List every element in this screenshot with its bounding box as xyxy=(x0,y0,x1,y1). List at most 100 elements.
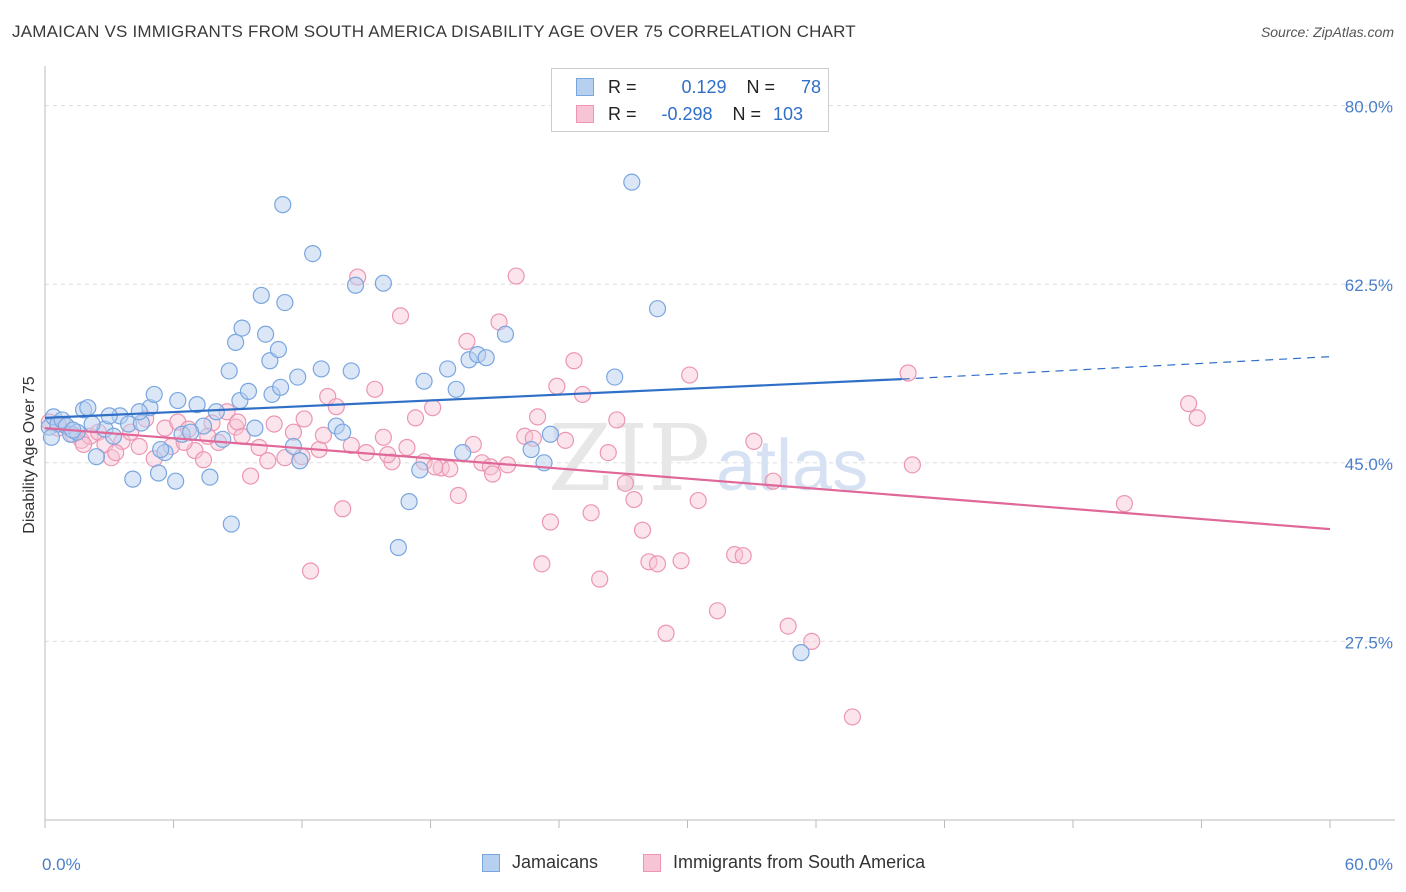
south-america-point xyxy=(779,617,797,635)
jamaicans-point xyxy=(152,440,170,459)
legend-label: Jamaicans xyxy=(512,852,599,872)
jamaicans-point xyxy=(42,428,61,446)
south-america-point xyxy=(681,366,699,384)
south-america-point xyxy=(449,486,467,505)
chart-title: JAMAICAN VS IMMIGRANTS FROM SOUTH AMERIC… xyxy=(12,22,856,41)
y-tick-label: 62.5% xyxy=(1345,276,1393,295)
south-america-point xyxy=(301,562,320,580)
jamaicans-point xyxy=(623,173,641,191)
south-america-point xyxy=(657,624,675,642)
jamaicans-point xyxy=(188,396,206,414)
south-america-point xyxy=(284,423,303,441)
watermark-zip: ZIP xyxy=(548,405,710,512)
south-america-point xyxy=(130,437,148,456)
south-america-point xyxy=(608,411,626,429)
jamaicans-point xyxy=(274,196,292,214)
jamaicans-point xyxy=(522,440,540,459)
stats-row-jamaicans: R = 0.129 N = 78 xyxy=(576,75,821,99)
jamaicans-point xyxy=(289,368,307,386)
jamaicans-point xyxy=(207,403,225,421)
south-america-swatch xyxy=(643,853,661,872)
jamaicans-point xyxy=(252,286,270,305)
south-america-point xyxy=(591,570,609,588)
y-tick-label: 45.0% xyxy=(1345,455,1393,474)
south-america-point xyxy=(803,632,821,651)
south-america-point xyxy=(708,602,727,620)
y-axis-label: Disability Age Over 75 xyxy=(21,376,38,534)
south-america-point xyxy=(229,413,247,431)
south-america-point xyxy=(903,456,921,474)
jamaicans-point xyxy=(276,293,294,312)
source-label: Source: ZipAtlas.com xyxy=(1260,24,1394,40)
jamaicans-point xyxy=(145,385,163,404)
x-tick-label: 0.0% xyxy=(42,855,81,874)
jamaicans-trend-extension xyxy=(901,356,1331,380)
jamaicans-point xyxy=(182,423,200,441)
jamaicans-point xyxy=(271,378,290,396)
jamaicans-point xyxy=(606,368,624,386)
jamaicans-point xyxy=(169,391,187,410)
jamaicans-point xyxy=(256,325,275,343)
stats-legend: R = 0.129 N = 78 R = -0.298 N = 103 xyxy=(551,68,829,132)
jamaicans-point xyxy=(201,468,219,486)
legend-label: Immigrants from South America xyxy=(673,852,926,872)
south-america-point xyxy=(327,398,345,416)
jamaicans-point xyxy=(220,362,238,380)
jamaicans-swatch xyxy=(482,853,500,872)
r-value: 0.129 xyxy=(681,76,727,97)
r-label: R = xyxy=(608,103,637,124)
south-america-trend-line xyxy=(44,427,1331,531)
south-america-point xyxy=(194,451,213,469)
jamaicans-trend-line xyxy=(44,378,902,420)
jamaicans-point xyxy=(233,319,251,337)
legend-item-jamaicans: Jamaicans xyxy=(482,852,598,873)
jamaicans-point xyxy=(124,470,142,488)
jamaicans-point xyxy=(415,372,433,390)
n-label: N = xyxy=(732,103,762,124)
south-america-point xyxy=(899,364,917,382)
jamaicans-point xyxy=(149,464,168,482)
series-jamaicans xyxy=(40,173,810,662)
south-america-point xyxy=(582,504,600,522)
south-america-point xyxy=(556,431,575,449)
south-america-point xyxy=(406,409,425,427)
jamaicans-point xyxy=(541,425,560,443)
series-legend: Jamaicans Immigrants from South America xyxy=(0,852,1406,876)
grid-lines xyxy=(45,105,1395,642)
south-america-point xyxy=(295,410,313,428)
south-america-point xyxy=(726,546,744,564)
jamaicans-point xyxy=(389,538,407,557)
jamaicans-point xyxy=(400,492,418,511)
watermark-atlas: atlas xyxy=(716,426,868,506)
south-america-point xyxy=(648,555,667,573)
south-america-point xyxy=(458,332,476,350)
south-america-point xyxy=(548,377,566,395)
trend-lines xyxy=(44,356,1331,531)
south-america-point xyxy=(533,555,551,573)
jamaicans-point xyxy=(83,415,101,433)
jamaicans-point xyxy=(269,340,288,359)
south-america-point xyxy=(259,452,277,470)
south-america-point xyxy=(745,432,763,450)
south-america-point xyxy=(250,438,268,457)
south-america-point xyxy=(426,458,444,476)
jamaicans-point xyxy=(439,360,457,378)
south-america-point xyxy=(541,513,560,531)
jamaicans-point xyxy=(477,349,495,367)
south-america-point xyxy=(734,547,752,565)
south-america-point xyxy=(843,708,862,726)
n-value: 78 xyxy=(801,76,822,97)
r-label: R = xyxy=(608,76,637,97)
south-america-point xyxy=(565,352,583,370)
south-america-point xyxy=(616,474,634,492)
jamaicans-point xyxy=(291,452,309,470)
south-america-point xyxy=(672,552,690,570)
south-america-point xyxy=(1115,495,1134,513)
south-america-point xyxy=(1180,395,1198,413)
n-value: 103 xyxy=(772,103,804,124)
south-america-swatch xyxy=(576,105,594,123)
jamaicans-point xyxy=(346,276,365,294)
y-tick-label: 80.0% xyxy=(1345,98,1393,117)
south-america-point xyxy=(366,380,384,398)
